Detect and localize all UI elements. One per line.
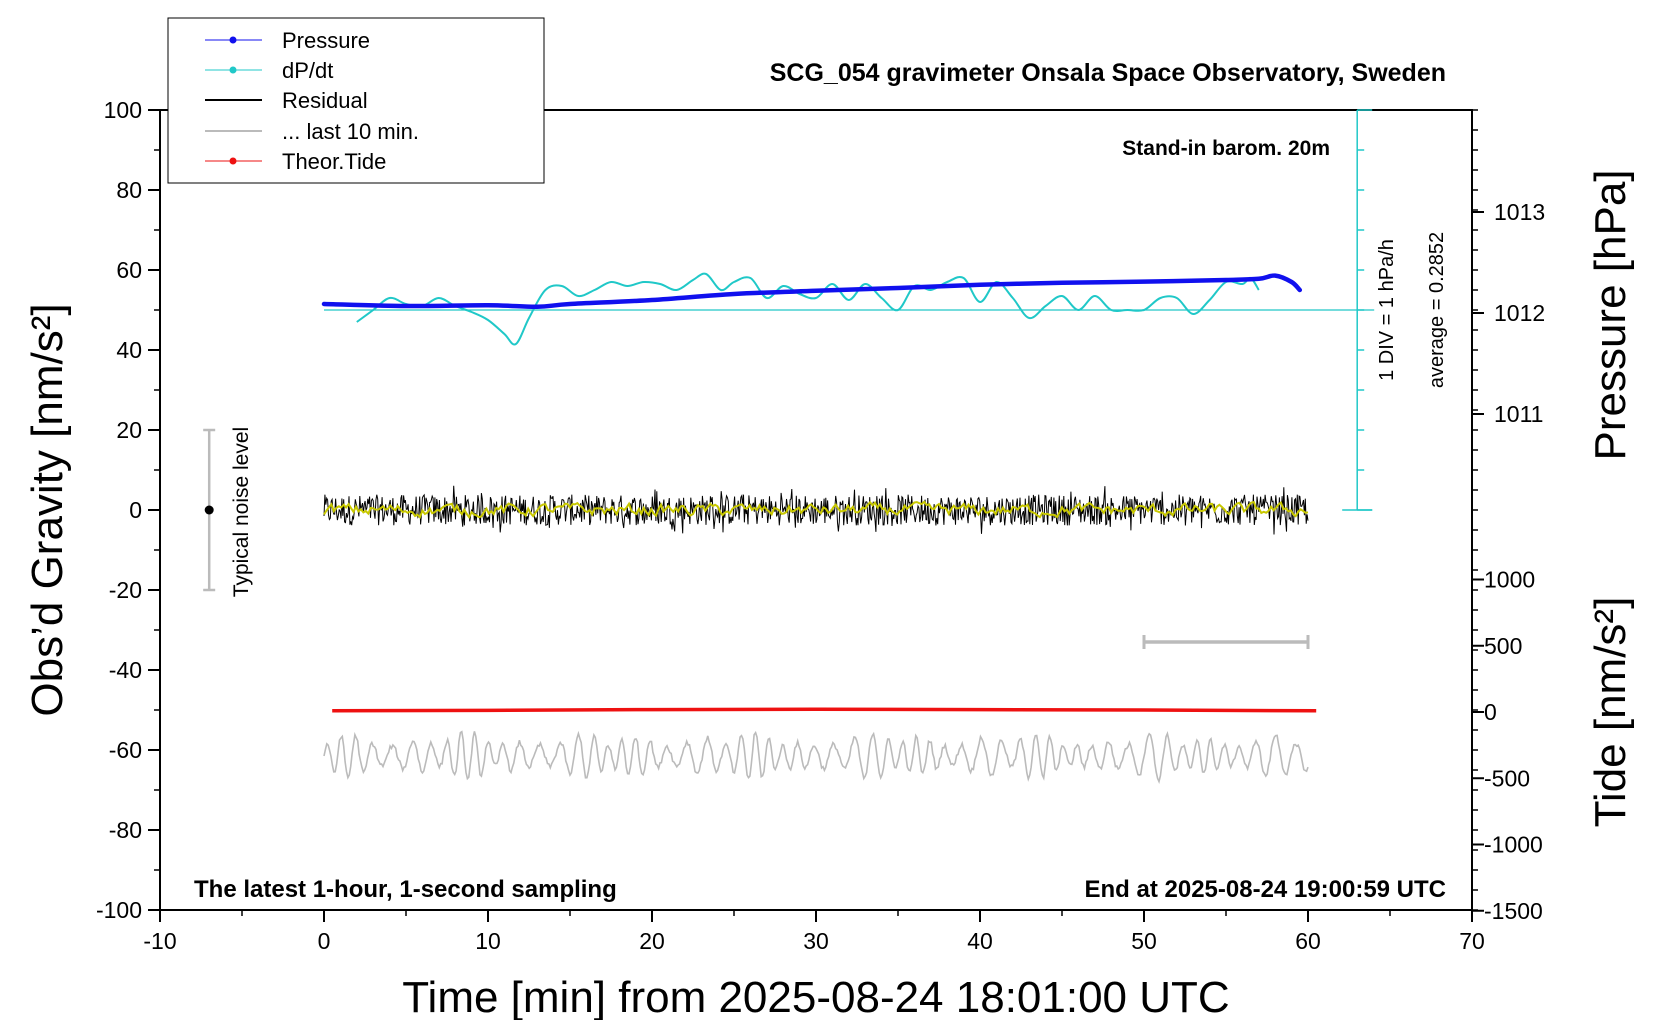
- pressure-tick-label: 1012: [1494, 300, 1545, 326]
- series-last10min-line: [323, 730, 1309, 784]
- series-pressure-line: [321, 273, 1303, 310]
- tide-tick-label: -1500: [1484, 898, 1543, 924]
- x-tick-label: 50: [1131, 928, 1157, 954]
- legend-entry-residual: Residual: [205, 88, 368, 113]
- legend-marker-dpdt: [229, 66, 237, 74]
- legend: Pressure dP/dt Residual ... last 10 min.…: [167, 17, 545, 184]
- axis-ticks: -10 0 10 20 30 40 50 60 70100806040200-20-40-60-…: [96, 97, 1545, 954]
- x-axis-label: Time [min] from 2025-08-24 18:01:00 UTC: [402, 973, 1229, 1020]
- y-axis-label-tide: Tide [nm/s²]: [1586, 597, 1635, 828]
- legend-label-dpdt: dP/dt: [282, 58, 333, 83]
- x-tick-label: -10: [143, 928, 176, 954]
- div-label: 1 DIV = 1 hPa/h: [1376, 239, 1398, 381]
- series-residual-line: [323, 485, 1309, 535]
- x-tick-label: 60: [1295, 928, 1321, 954]
- y-tick-label: -20: [109, 577, 142, 603]
- series-tide-line: [332, 707, 1317, 713]
- average-label: average = 0.2852: [1426, 232, 1448, 388]
- x-tick-label: 10: [475, 928, 501, 954]
- legend-entry-dpdt: dP/dt: [205, 58, 333, 83]
- x-tick-label: 40: [967, 928, 993, 954]
- tide-tick-label: -500: [1484, 765, 1530, 791]
- x-tick-label: 30: [803, 928, 829, 954]
- y-tick-label: -40: [109, 657, 142, 683]
- legend-label-residual: Residual: [282, 88, 368, 113]
- x-tick-label: 70: [1459, 928, 1485, 954]
- y-tick-label: -60: [109, 737, 142, 763]
- legend-entry-pressure: Pressure: [205, 28, 370, 53]
- legend-label-pressure: Pressure: [282, 28, 370, 53]
- y-tick-label: 80: [116, 177, 142, 203]
- tide-tick-label: 500: [1484, 633, 1522, 659]
- latest-note: The latest 1-hour, 1-second sampling: [194, 876, 617, 903]
- legend-label-last10: ... last 10 min.: [282, 119, 419, 144]
- legend-marker-pressure: [229, 36, 237, 44]
- y-tick-label: 0: [129, 497, 142, 523]
- legend-label-tide: Theor.Tide: [282, 149, 386, 174]
- y-tick-label: -100: [96, 897, 142, 923]
- tide-tick-label: 0: [1484, 699, 1497, 725]
- end-note: End at 2025-08-24 19:00:59 UTC: [1085, 876, 1447, 903]
- legend-entry-last10: ... last 10 min.: [205, 119, 419, 144]
- y-axis-label-pressure: Pressure [hPa]: [1586, 169, 1635, 460]
- x-tick-label: 0: [318, 928, 331, 954]
- pressure-tick-label: 1011: [1494, 401, 1543, 427]
- y-tick-label: 20: [116, 417, 142, 443]
- y-tick-label: 40: [116, 337, 142, 363]
- tide-tick-label: -1000: [1484, 832, 1543, 858]
- tide-tick-label: 1000: [1484, 567, 1535, 593]
- y-tick-label: 60: [116, 257, 142, 283]
- noise-bar-center: [204, 505, 214, 515]
- legend-marker-tide: [229, 157, 237, 165]
- y-axis-label-left: Obs’d Gravity [nm/s²]: [23, 303, 72, 716]
- series-dpdt-line: [356, 272, 1260, 346]
- barometer-note: Stand-in barom. 20m: [1122, 137, 1330, 160]
- series-residual-smoothed-line: [323, 500, 1309, 520]
- noise-label: Typical noise level: [230, 427, 253, 597]
- chart-title: SCG_054 gravimeter Onsala Space Observat…: [770, 59, 1446, 87]
- pressure-tick-label: 1013: [1494, 199, 1545, 225]
- y-tick-label: -80: [109, 817, 142, 843]
- series-layer: [203, 109, 1375, 784]
- y-tick-label: 100: [104, 97, 142, 123]
- legend-entry-tide: Theor.Tide: [205, 149, 386, 174]
- x-tick-label: 20: [639, 928, 665, 954]
